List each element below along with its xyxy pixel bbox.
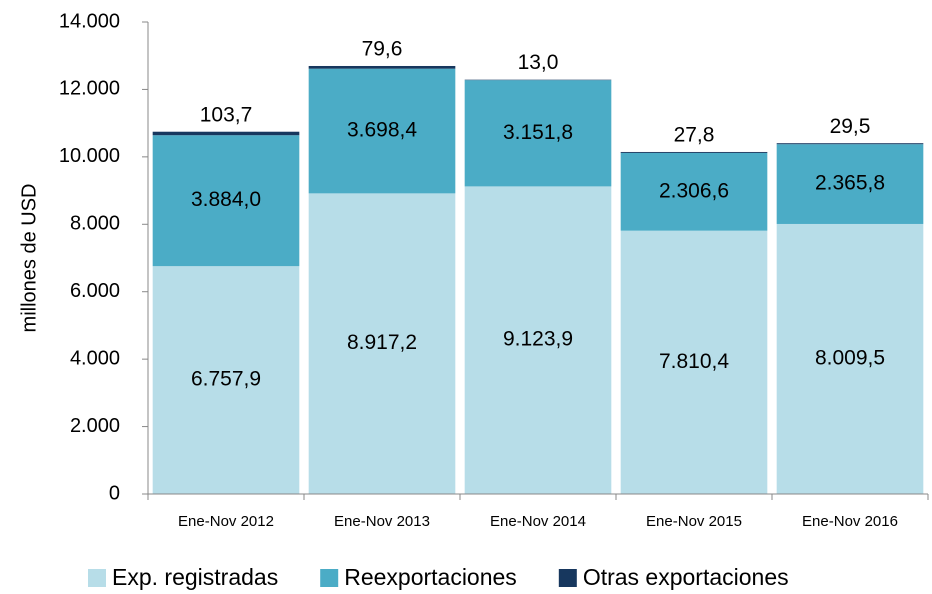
data-label: 9.123,9 [503,328,573,351]
data-label: 6.757,9 [191,368,261,391]
legend-swatch [88,569,106,587]
x-tick-label: Ene-Nov 2013 [334,513,430,530]
data-label: 27,8 [674,124,715,147]
y-tick-label: 10.000 [59,145,120,167]
y-tick-label: 8.000 [70,213,120,235]
data-label: 8.917,2 [347,331,417,354]
bar-segment [308,68,456,194]
bar-segment [776,143,924,145]
bar-segment [464,186,612,494]
y-axis-label: millones de USD [18,184,40,333]
data-label: 3.884,0 [191,188,261,211]
bar-segment [620,152,768,231]
y-tick-label: 6.000 [70,280,120,302]
data-label: 29,5 [830,115,871,138]
bar-segment [776,223,924,494]
data-label: 2.365,8 [815,172,885,195]
data-label: 3.698,4 [347,119,417,142]
bar-segment [308,65,456,69]
x-tick-label: Ene-Nov 2015 [646,513,742,530]
data-label: 7.810,4 [659,350,729,373]
data-label: 79,6 [362,38,403,61]
y-tick-label: 2.000 [70,415,120,437]
legend-swatch [558,569,577,587]
bar-segment [776,144,924,224]
data-label: 2.306,6 [659,179,729,202]
bar-segment [620,151,768,153]
data-label: 103,7 [200,103,253,126]
y-tick-label: 0 [109,482,120,504]
legend-swatch [320,569,339,587]
bar-segment [620,230,768,494]
data-label: 3.151,8 [503,121,573,144]
x-tick-label: Ene-Nov 2014 [490,513,586,530]
data-label: 8.009,5 [815,347,885,370]
y-tick-label: 4.000 [70,347,120,369]
y-tick-label: 14.000 [59,10,120,32]
legend-label: Reexportaciones [344,564,517,590]
y-tick-label: 12.000 [59,78,120,100]
x-tick-label: Ene-Nov 2012 [178,513,274,530]
legend-label: Exp. registradas [112,564,278,590]
bar-segment [464,80,612,187]
legend-label: Otras exportaciones [583,564,789,590]
x-tick-label: Ene-Nov 2016 [802,513,898,530]
bar-segment [308,193,456,494]
bar-segment [152,266,300,494]
bar-segment [152,131,300,136]
bar-segment [152,135,300,267]
data-label: 13,0 [518,51,559,74]
